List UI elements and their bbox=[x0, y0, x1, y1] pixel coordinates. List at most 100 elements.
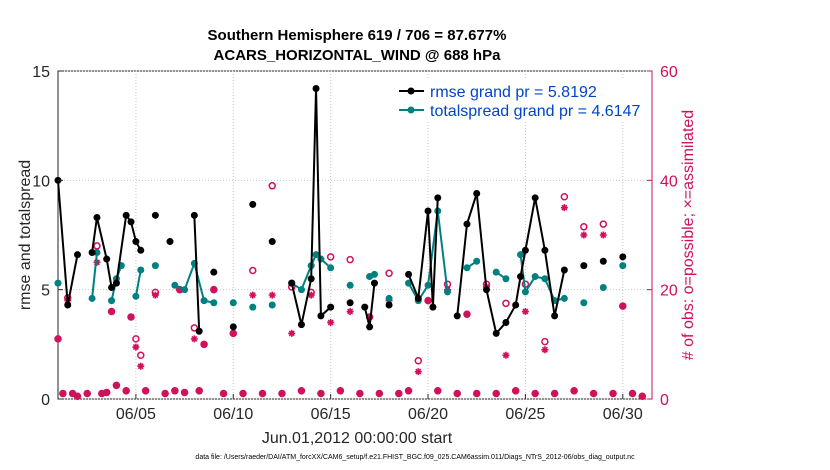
rmse-point bbox=[132, 238, 140, 246]
obs-assimilated-marker bbox=[629, 390, 637, 398]
y-axis-label-right: # of obs: o=possible; ×=assimilated bbox=[680, 110, 697, 360]
obs-assimilated-marker bbox=[288, 329, 296, 337]
obs-assimilated-marker bbox=[210, 286, 218, 294]
rmse-point bbox=[103, 255, 111, 263]
totalspread-point bbox=[599, 283, 607, 291]
obs-assimilated-marker bbox=[59, 390, 67, 398]
rmse-point bbox=[366, 323, 374, 331]
totalspread-point bbox=[370, 270, 378, 278]
obs-assimilated-marker bbox=[127, 313, 135, 321]
obs-assimilated-marker bbox=[473, 390, 481, 398]
obs-possible-marker bbox=[560, 192, 569, 201]
totalspread-point bbox=[463, 264, 471, 272]
y-tick-label-right: 0 bbox=[660, 392, 669, 409]
y-tick-label-left: 15 bbox=[32, 64, 50, 81]
obs-possible-marker bbox=[132, 335, 140, 343]
obs-assimilated-marker bbox=[531, 390, 539, 398]
legend: rmse grand pr = 5.8192 totalspread grand… bbox=[393, 78, 649, 120]
rmse-point bbox=[385, 301, 393, 309]
rmse-point bbox=[463, 220, 471, 228]
obs-assimilated-marker bbox=[132, 343, 140, 351]
obs-assimilated-marker bbox=[570, 387, 578, 395]
obs-assimilated-marker bbox=[142, 387, 150, 395]
rmse-point bbox=[521, 246, 529, 254]
obs-possible-marker bbox=[346, 255, 354, 264]
axes: 06/05 06/10 06/15 06/20 06/25 06/30 0 5 10 15 0 20 4… bbox=[32, 64, 678, 423]
obs-assimilated-marker bbox=[405, 387, 413, 395]
totalspread-point bbox=[249, 303, 257, 311]
obs-assimilated-marker bbox=[327, 318, 335, 326]
obs-assimilated-marker bbox=[249, 291, 257, 299]
rmse-point bbox=[210, 268, 218, 276]
rmse-point bbox=[195, 327, 203, 335]
obs-assimilated-marker bbox=[541, 346, 549, 354]
obs-possible-marker bbox=[137, 351, 145, 360]
rmse-point bbox=[346, 299, 354, 307]
totalspread-point bbox=[108, 297, 116, 305]
obs-assimilated-marker bbox=[366, 313, 374, 321]
totalspread-point bbox=[151, 262, 159, 270]
legend-spread-label: totalspread grand pr = 4.6147 bbox=[430, 103, 640, 120]
obs-assimilated-marker bbox=[580, 231, 588, 239]
rmse-point bbox=[424, 207, 432, 215]
y-tick-label-right: 60 bbox=[660, 64, 678, 81]
totalspread-point bbox=[580, 299, 588, 307]
rmse-point bbox=[108, 283, 116, 291]
obs-assimilated-marker bbox=[73, 392, 81, 400]
obs-assimilated-marker bbox=[336, 387, 344, 395]
rmse-point bbox=[599, 257, 607, 265]
rmse-point bbox=[166, 238, 174, 246]
rmse-point bbox=[307, 275, 315, 283]
obs-assimilated-marker bbox=[161, 390, 169, 398]
rmse-point bbox=[93, 214, 101, 222]
totalspread-point bbox=[541, 275, 549, 283]
obs-possible-marker bbox=[541, 337, 549, 346]
obs-possible-marker bbox=[268, 182, 276, 190]
rmse-point bbox=[560, 266, 568, 274]
obs-assimilated-marker bbox=[54, 335, 62, 343]
rmse-point bbox=[619, 253, 627, 261]
obs-assimilated-marker bbox=[69, 390, 77, 398]
obs-assimilated-marker bbox=[83, 390, 91, 398]
y-tick-label-right: 40 bbox=[660, 173, 678, 190]
x-tick-label: 06/05 bbox=[116, 406, 156, 423]
obs-assimilated-marker bbox=[375, 390, 383, 398]
obs-assimilated-marker bbox=[463, 310, 471, 318]
rmse-point bbox=[580, 262, 588, 270]
rmse-point bbox=[361, 303, 369, 311]
legend-box bbox=[393, 78, 649, 120]
totalspread-point bbox=[405, 279, 413, 287]
obs-assimilated-marker bbox=[229, 329, 237, 337]
totalspread-point bbox=[327, 264, 335, 272]
totalspread-point bbox=[88, 294, 96, 302]
obs-assimilated-marker bbox=[638, 392, 646, 400]
totalspread-point bbox=[210, 299, 218, 307]
obs-assimilated-marker bbox=[171, 387, 179, 395]
totalspread-point bbox=[171, 281, 179, 289]
obs-possible-marker bbox=[190, 324, 199, 332]
rmse-point bbox=[482, 286, 490, 294]
obs-assimilated-marker bbox=[278, 390, 286, 398]
totalspread-point bbox=[346, 281, 354, 289]
obs-assimilated-marker bbox=[151, 291, 159, 299]
rmse-line bbox=[193, 215, 201, 332]
obs-assimilated-marker bbox=[609, 390, 617, 398]
obs-assimilated-marker bbox=[502, 351, 510, 359]
obs-assimilated-marker bbox=[434, 387, 442, 395]
obs-assimilated-marker bbox=[137, 362, 145, 370]
rmse-point bbox=[512, 301, 520, 309]
totalspread-point bbox=[229, 299, 237, 307]
obs-assimilated-marker bbox=[112, 381, 120, 389]
y-tick-label-left: 10 bbox=[32, 173, 50, 190]
obs-assimilated-marker bbox=[317, 390, 325, 398]
totalspread-point bbox=[517, 251, 525, 259]
legend-rmse-marker bbox=[407, 87, 415, 95]
rmse-point bbox=[414, 294, 422, 302]
rmse-point bbox=[268, 238, 276, 246]
rmse-point bbox=[229, 323, 237, 331]
rmse-point bbox=[312, 84, 320, 92]
plot-area bbox=[57, 70, 653, 400]
totalspread-point bbox=[268, 301, 276, 309]
rmse-point bbox=[327, 303, 335, 311]
totalspread-line bbox=[134, 269, 142, 297]
